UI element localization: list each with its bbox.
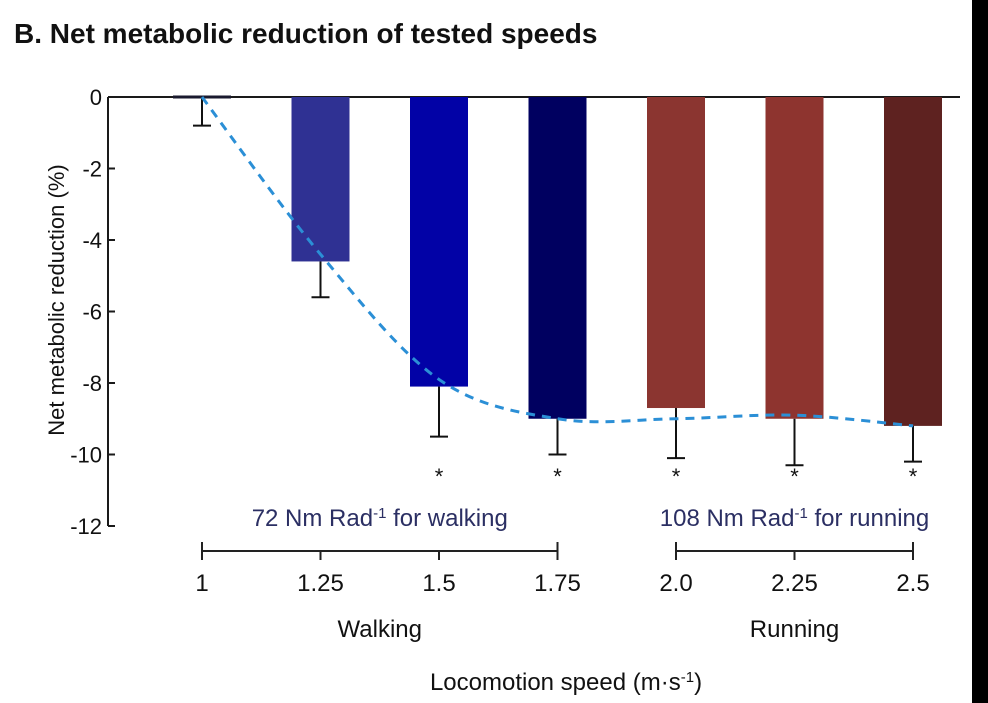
category-label: 1.25	[297, 570, 344, 597]
bar	[410, 97, 468, 387]
y-tick-label: -12	[70, 514, 102, 539]
group-annotation-sup: -1	[373, 505, 386, 522]
x-axis-label: Locomotion speed (m·s-1)	[430, 669, 702, 697]
significance-star: *	[790, 464, 799, 489]
significance-star: *	[435, 464, 444, 489]
trend-line	[200, 96, 914, 428]
significance-star: *	[909, 464, 918, 489]
significance-star: *	[672, 464, 681, 489]
x-axis-label-end: )	[694, 669, 702, 696]
category-label: 1.5	[422, 570, 455, 597]
category-label: 2.0	[659, 570, 692, 597]
bars-layer	[173, 95, 942, 426]
trend-line-layer	[200, 96, 914, 428]
group-name: Walking	[338, 616, 422, 643]
category-label: 1.75	[534, 570, 581, 597]
x-axis-label-main: Locomotion speed (m·s	[430, 669, 681, 696]
group-annotation: 108 Nm Rad-1 for running	[660, 505, 929, 533]
axes-layer: 0 -2 -4 -6 -8 -10 -12	[70, 85, 960, 539]
group-annotation: 72 Nm Rad-1 for walking	[252, 505, 508, 533]
chart-title: B. Net metabolic reduction of tested spe…	[14, 18, 597, 49]
y-axis-label: Net metabolic reduction (%)	[44, 164, 69, 435]
group-annotation-sup: -1	[794, 505, 807, 522]
right-border	[972, 0, 988, 703]
y-tick-label: 0	[90, 85, 102, 110]
y-tick-label: -8	[82, 371, 102, 396]
group-annotation-main: 72 Nm Rad	[252, 505, 373, 532]
group-annotation-main: 108 Nm Rad	[660, 505, 795, 532]
y-tick-label: -10	[70, 443, 102, 468]
group-annotation-tail: for running	[808, 505, 929, 532]
y-tick-label: -2	[82, 157, 102, 182]
group-annotation-tail: for walking	[386, 505, 507, 532]
bar	[884, 97, 942, 426]
bar	[765, 97, 824, 419]
significance-layer: * * * * *	[435, 464, 918, 489]
bar	[291, 97, 350, 262]
y-tick-label: -4	[82, 228, 102, 253]
bar	[528, 97, 587, 419]
error-bars-layer	[193, 97, 922, 467]
category-label: 1	[195, 570, 208, 597]
category-label: 2.25	[771, 570, 818, 597]
bar	[647, 97, 705, 409]
significance-star: *	[553, 464, 562, 489]
group-name: Running	[750, 616, 839, 643]
category-label: 2.5	[896, 570, 929, 597]
x-axis-label-sup: -1	[681, 669, 694, 686]
y-tick-label: -6	[82, 300, 102, 325]
